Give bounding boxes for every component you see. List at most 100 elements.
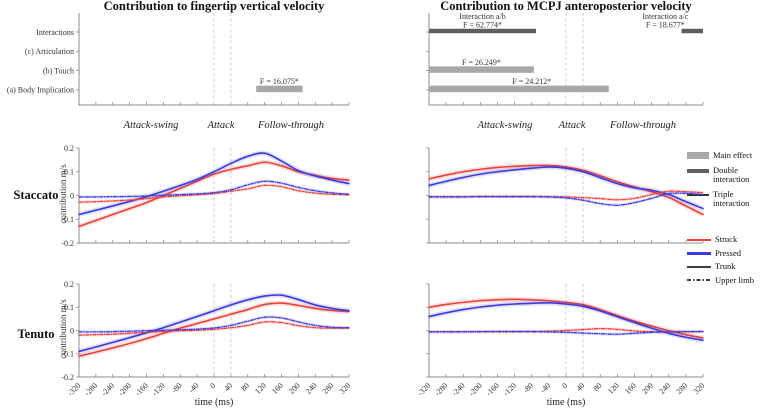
- double-interaction-bar-swatch: [687, 168, 709, 173]
- line-plot-tenuto-fingertip: 0.20.10-0.1-0.2-320 -280 -240 -200 -160 -120-…: [61, 280, 353, 398]
- svg-text:(b) Touch: (b) Touch: [43, 66, 74, 75]
- legend-label-struck: Struck: [715, 234, 738, 244]
- svg-text:120: 120: [253, 381, 268, 396]
- svg-text:0.1: 0.1: [64, 303, 74, 312]
- svg-text:320: 320: [692, 381, 707, 396]
- svg-text:Interactions: Interactions: [36, 28, 74, 37]
- line-plot-tenuto-mcpj: -320 -280 -240 -200 -160 -120 -80 -40 0 40 80 120 16…: [416, 283, 707, 398]
- svg-text:-200: -200: [116, 381, 133, 398]
- significance-panel-fingertip: Interactions (c) Articulation (b) Touch (a)…: [7, 13, 350, 106]
- significance-bar: [429, 85, 609, 93]
- x-axis-label-left: time (ms): [194, 397, 234, 408]
- significance-panel-mcpj: Interaction a/bF = 62.774* Interaction a/…: [426, 12, 704, 106]
- svg-text:-200: -200: [467, 381, 484, 398]
- series-line-pressed-trunk: [78, 152, 350, 216]
- legend-item-trunk: Trunk: [687, 262, 771, 272]
- significance-bar-label: F = 24.212*: [512, 77, 551, 86]
- significance-bar: [256, 85, 303, 93]
- legend-label-trunk: Trunk: [715, 261, 736, 272]
- phase-label-follow-through-left: Follow-through: [257, 120, 325, 131]
- svg-text:-160: -160: [133, 381, 150, 398]
- svg-text:0: 0: [70, 191, 74, 200]
- legend-item-struck: Struck: [687, 234, 771, 245]
- phase-label-follow-through-right: Follow-through: [609, 120, 677, 131]
- upper-limb-line-swatch: [687, 279, 711, 282]
- legend-label-triple-interaction: Triple interaction: [713, 188, 750, 209]
- phase-label-attack-left: Attack: [207, 120, 235, 131]
- series-line-pressed-upper-limb: [428, 192, 704, 206]
- legend-label-pressed: Pressed: [715, 247, 741, 258]
- series-line-struck-trunk: [428, 298, 704, 339]
- phase-label-attack-swing-left: Attack-swing: [123, 120, 179, 131]
- svg-text:40: 40: [222, 381, 234, 393]
- series-line-struck-upper-limb: [78, 184, 350, 203]
- svg-text:320: 320: [338, 381, 353, 396]
- svg-text:-320: -320: [66, 381, 83, 398]
- svg-text:120: 120: [606, 381, 621, 396]
- significance-bar-label: F = 26.249*: [462, 58, 501, 67]
- significance-bar: [429, 28, 537, 34]
- svg-text:0.2: 0.2: [64, 280, 74, 289]
- series-line-pressed-trunk: [428, 302, 704, 342]
- svg-text:-40: -40: [187, 381, 201, 395]
- struck-line-swatch: [687, 238, 711, 241]
- significance-bar: [429, 66, 534, 73]
- svg-text:0: 0: [70, 326, 74, 335]
- x-axis-label-right: time (ms): [546, 397, 586, 408]
- significance-bar-label: Interaction a/b: [459, 12, 505, 21]
- main-effect-bar-swatch: [687, 152, 709, 159]
- series-line-pressed-upper-limb: [78, 180, 350, 198]
- significance-bar-label: F = 16.075*: [260, 77, 299, 86]
- svg-text:80: 80: [592, 381, 604, 393]
- svg-text:0: 0: [208, 381, 217, 390]
- significance-bar-label: Interaction a/c: [642, 12, 688, 21]
- svg-text:-120: -120: [150, 381, 167, 398]
- trunk-line-swatch: [687, 265, 711, 269]
- svg-text:280: 280: [674, 381, 689, 396]
- legend-label-double-interaction: Double interaction: [713, 164, 750, 185]
- svg-text:160: 160: [623, 381, 638, 396]
- svg-text:-160: -160: [484, 381, 501, 398]
- phase-label-attack-right: Attack: [558, 120, 586, 131]
- svg-text:-120: -120: [501, 381, 518, 398]
- row-label-tenuto: Tenuto: [17, 327, 55, 341]
- svg-text:200: 200: [287, 381, 302, 396]
- svg-text:0: 0: [560, 381, 569, 390]
- series-line-pressed-upper-limb: [428, 330, 704, 335]
- svg-text:240: 240: [657, 381, 672, 396]
- svg-text:-0.2: -0.2: [61, 239, 74, 248]
- series-line-pressed-upper-limb: [78, 316, 350, 333]
- svg-text:-320: -320: [416, 381, 433, 398]
- legend-item-upper-limb: Upper limb: [687, 274, 771, 286]
- svg-text:-80: -80: [521, 381, 535, 395]
- legend-label-main-effect: Main effect: [713, 150, 753, 160]
- legend-item-pressed: Pressed: [687, 247, 771, 259]
- panel-title-mcpj: Contribution to MCPJ anteroposterior vel…: [440, 0, 692, 13]
- phase-label-attack-swing-right: Attack-swing: [477, 120, 533, 131]
- svg-text:280: 280: [321, 381, 336, 396]
- svg-text:-240: -240: [450, 381, 467, 398]
- svg-text:200: 200: [640, 381, 655, 396]
- svg-text:160: 160: [270, 381, 285, 396]
- legend-series: Struck Pressed Trunk Upper limb: [687, 234, 771, 289]
- svg-text:-0.2: -0.2: [61, 373, 74, 382]
- svg-text:-280: -280: [83, 381, 100, 398]
- svg-text:-0.1: -0.1: [61, 215, 74, 224]
- series-line-pressed-trunk: [428, 166, 704, 210]
- series-line-struck-trunk: [78, 302, 350, 357]
- significance-bar-label: F = 18.677*: [646, 20, 685, 29]
- series-line-pressed-trunk: [78, 294, 350, 353]
- row-label-staccato: Staccato: [13, 188, 59, 202]
- svg-text:(c) Articulation: (c) Articulation: [25, 47, 74, 56]
- svg-text:(a) Body Implication: (a) Body Implication: [7, 86, 74, 95]
- svg-text:40: 40: [575, 381, 587, 393]
- svg-text:240: 240: [304, 381, 319, 396]
- panel-title-fingertip: Contribution to fingertip vertical veloc…: [103, 0, 325, 13]
- svg-text:-0.1: -0.1: [61, 350, 74, 359]
- svg-text:-280: -280: [433, 381, 450, 398]
- legend-label-upper-limb: Upper limb: [715, 274, 754, 285]
- svg-text:-80: -80: [170, 381, 184, 395]
- svg-text:-240: -240: [99, 381, 116, 398]
- series-line-struck-upper-limb: [78, 321, 350, 336]
